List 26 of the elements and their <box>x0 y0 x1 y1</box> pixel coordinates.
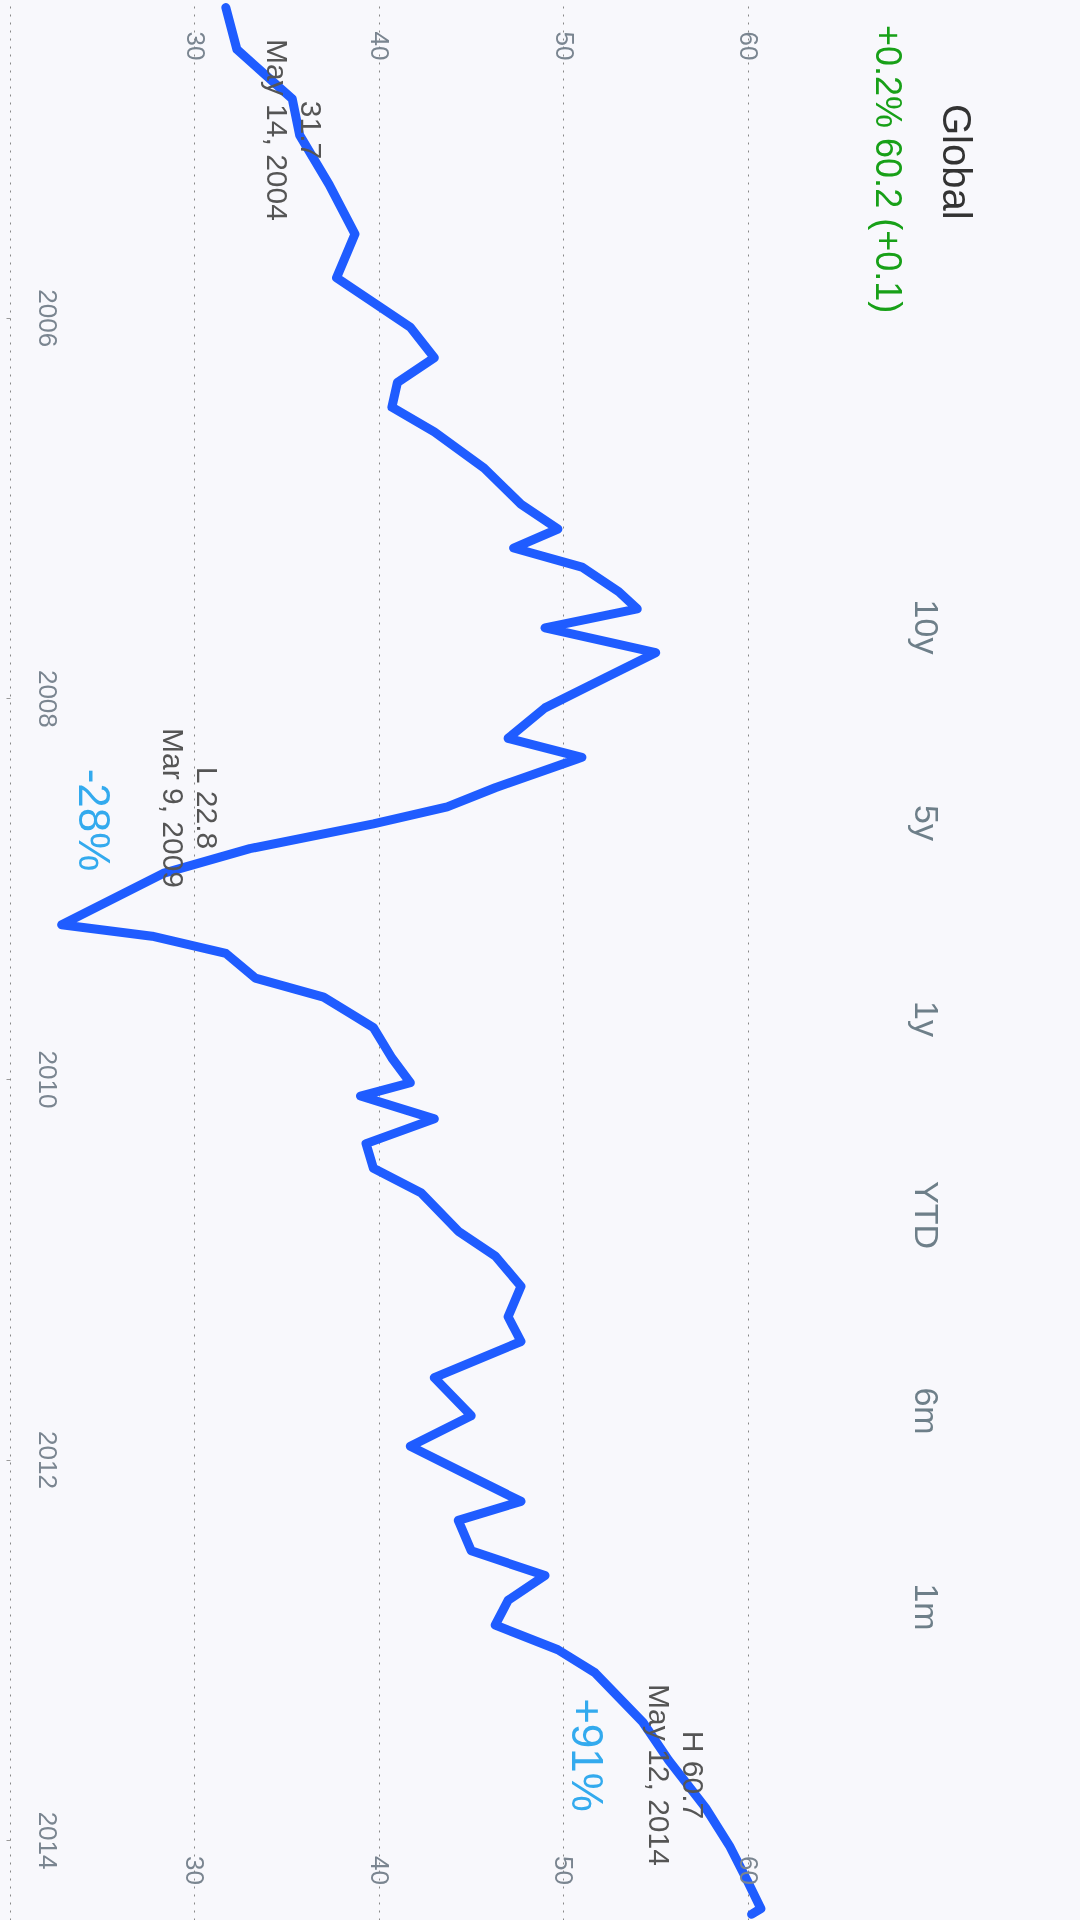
x2-tick-label: 60 <box>733 1856 764 1885</box>
y-tick-label: 2008 <box>32 669 63 728</box>
y-tick-label: 2006 <box>32 289 63 348</box>
annotation: +0.2% 60.2 (+0.1) <box>868 25 909 314</box>
x-tick-label: 40 <box>365 31 396 61</box>
y-tick-label: 2014 <box>32 1811 63 1870</box>
x-tick-label: 60 <box>734 31 765 61</box>
annotation: 31.7 May 14, 2004 <box>261 39 328 221</box>
x-tick-label: 50 <box>549 31 580 61</box>
y-tick-label: 2012 <box>32 1431 63 1489</box>
y-tick-label: 2010 <box>32 1050 63 1109</box>
annotation: L 22.8 Mar 9, 2009 <box>157 727 224 889</box>
annotation: YTD <box>908 1181 946 1249</box>
annotation: 1m <box>908 1583 946 1631</box>
x2-tick-label: 30 <box>180 1856 211 1885</box>
annotation: 6m <box>908 1387 946 1435</box>
x2-tick-label: 50 <box>549 1856 580 1885</box>
annotation: 10y <box>908 599 946 655</box>
annotation: 1y <box>908 1001 946 1037</box>
x2-tick-label: 40 <box>364 1856 395 1885</box>
annotation: -28% <box>70 768 119 872</box>
annotation: H 60.7 May 12, 2014 <box>643 1684 710 1866</box>
annotation: +91% <box>563 1698 612 1812</box>
annotation: Global <box>935 104 979 220</box>
annotation: 5y <box>908 805 946 841</box>
x-tick-label: 30 <box>180 31 211 61</box>
